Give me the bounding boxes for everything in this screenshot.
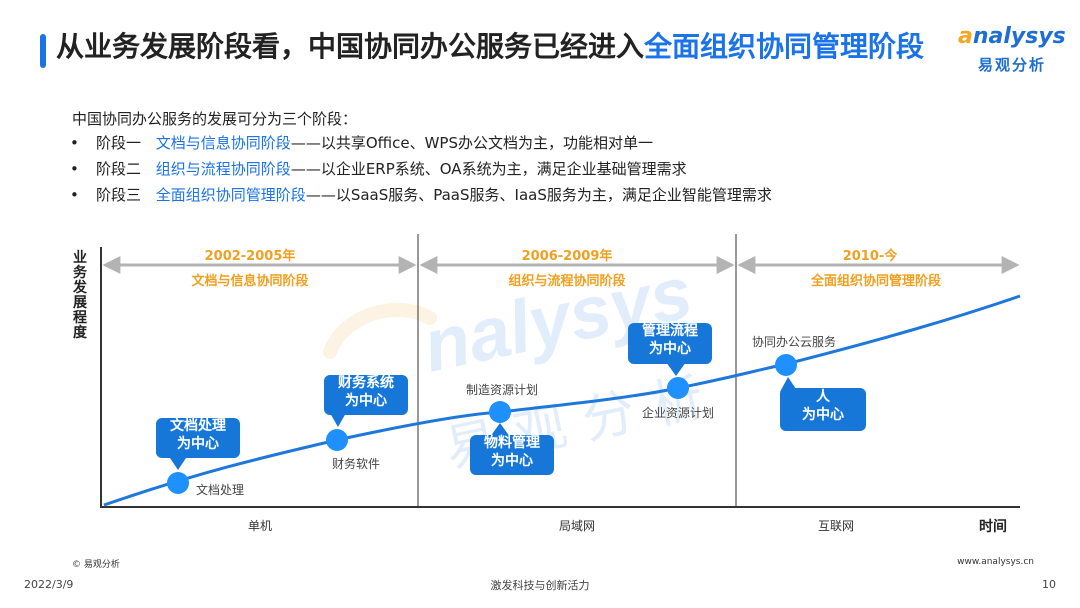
milestone-label: 财务软件	[332, 456, 380, 471]
watermark-word: nalysys	[416, 250, 699, 388]
stage-label: 阶段一	[96, 134, 142, 152]
report-date: 2022/3/9	[24, 578, 74, 591]
stage-item: • 阶段一 文档与信息协同阶段——以共享Office、WPS办公文档为主，功能相…	[66, 130, 772, 156]
y-axis-label-char: 业	[73, 250, 87, 266]
stage-label: 阶段二	[96, 160, 142, 178]
period-years: 2006-2009年	[522, 248, 613, 264]
milestone-label: 制造资源计划	[466, 383, 538, 397]
y-axis-label-char: 度	[73, 324, 88, 341]
network-label: 单机	[248, 519, 272, 533]
stage-keyword: 全面组织协同管理阶段	[155, 186, 306, 204]
callout-text: 物料管理	[484, 434, 540, 451]
callout-finance	[324, 375, 408, 415]
callout-pointer	[666, 362, 686, 376]
milestone-point	[167, 472, 189, 494]
callout-text: 为中心	[649, 340, 691, 357]
growth-curve	[103, 294, 1021, 507]
callout-text: 为中心	[491, 452, 533, 469]
stage-item: • 阶段二 组织与流程协同阶段——以企业ERP系统、OA系统为主，满足企业基础管…	[66, 156, 772, 182]
website: www.analysys.cn	[957, 557, 1034, 567]
callout-text: 为中心	[345, 392, 387, 409]
footer-slogan: 激发科技与创新活力	[490, 579, 590, 592]
stage-item: • 阶段三 全面组织协同管理阶段——以SaaS服务、PaaS服务、IaaS服务为…	[66, 182, 772, 208]
title-main: 从业务发展阶段看，中国协同办公服务已经进入	[56, 30, 645, 63]
y-axis-label-char: 程	[73, 310, 87, 326]
stage-description: ——以企业ERP系统、OA系统为主，满足企业基础管理需求	[290, 160, 687, 178]
logo-wordmark: analysys	[958, 24, 1066, 49]
copyright: © 易观分析	[72, 560, 120, 570]
page-number: 10	[1042, 578, 1056, 591]
period-name: 文档与信息协同阶段	[191, 273, 308, 289]
period-years: 2002-2005年	[205, 248, 296, 264]
y-axis-label-char: 务	[73, 264, 88, 281]
period-name: 组织与流程协同阶段	[508, 273, 625, 289]
bullet-dot: •	[70, 186, 79, 204]
stage-description: ——以共享Office、WPS办公文档为主，功能相对单一	[290, 134, 653, 152]
callout-document	[156, 418, 240, 458]
callout-people	[780, 388, 866, 431]
page-title: 从业务发展阶段看，中国协同办公服务已经进入全面组织协同管理阶段	[56, 28, 936, 66]
callout-process	[628, 323, 712, 364]
milestone-point	[326, 429, 348, 451]
title-highlight: 全面组织协同管理阶段	[644, 30, 925, 63]
bullet-dot: •	[70, 160, 79, 178]
bullet-dot: •	[70, 134, 79, 152]
title-accent-bar	[40, 34, 46, 68]
callout-text: 为中心	[177, 435, 219, 452]
analysys-logo: analysys 易观分析	[958, 24, 1068, 84]
callout-text: 财务系统	[337, 374, 394, 391]
stage-description: ——以SaaS服务、PaaS服务、IaaS服务为主，满足企业智能管理需求	[305, 186, 772, 204]
y-axis-label-char: 展	[73, 295, 87, 311]
callout-pointer	[168, 455, 188, 470]
milestone-point	[489, 401, 511, 423]
y-axis-label-char: 发	[72, 279, 88, 296]
milestone-point	[667, 377, 689, 399]
milestone-label: 文档处理	[196, 482, 244, 497]
stage-list: • 阶段一 文档与信息协同阶段——以共享Office、WPS办公文档为主，功能相…	[66, 130, 772, 208]
network-label: 局域网	[559, 519, 595, 533]
stage-label: 阶段三	[96, 186, 142, 204]
milestone-label: 企业资源计划	[642, 405, 714, 420]
callout-pointer	[490, 423, 510, 437]
milestone-point	[775, 354, 797, 376]
stage-keyword: 组织与流程协同阶段	[155, 160, 291, 178]
intro-text: 中国协同办公服务的发展可分为三个阶段：	[72, 110, 358, 128]
callout-pointer	[330, 413, 346, 427]
callout-text: 为中心	[802, 406, 844, 423]
callout-text: 管理流程	[642, 322, 698, 339]
milestone-label: 协同办公云服务	[752, 334, 836, 349]
logo-chinese-name: 易观分析	[978, 56, 1047, 74]
period-name: 全面组织协同管理阶段	[810, 273, 941, 289]
callout-text: 人	[816, 388, 831, 405]
callout-text: 文档处理	[170, 417, 226, 434]
callout-material	[470, 435, 554, 475]
x-axis-label: 时间	[979, 518, 1007, 535]
network-label: 互联网	[818, 519, 854, 533]
period-years: 2010-今	[843, 248, 899, 264]
stage-keyword: 文档与信息协同阶段	[155, 134, 291, 152]
